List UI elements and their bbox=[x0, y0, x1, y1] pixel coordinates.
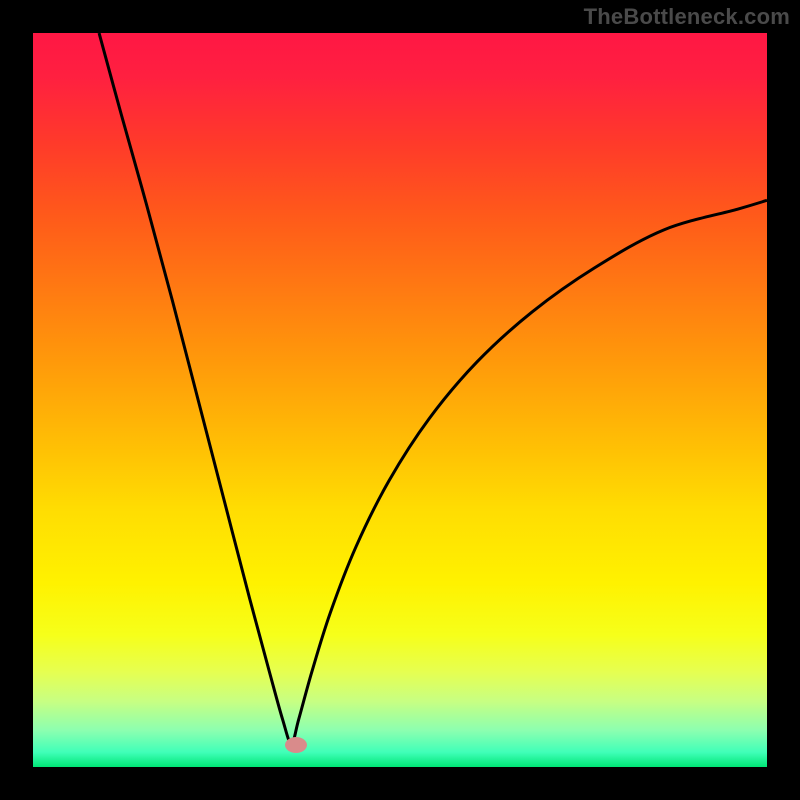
watermark-text: TheBottleneck.com bbox=[584, 4, 790, 30]
plot-area bbox=[33, 33, 767, 767]
optimal-point-marker bbox=[285, 737, 307, 753]
bottleneck-curve bbox=[33, 33, 767, 767]
